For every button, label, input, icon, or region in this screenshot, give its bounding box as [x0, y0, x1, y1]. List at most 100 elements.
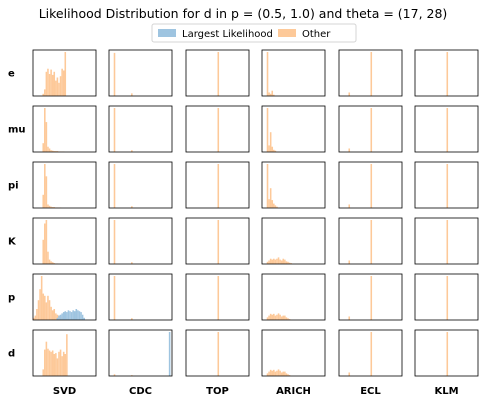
bar-other — [51, 207, 54, 208]
bar-other — [51, 74, 54, 96]
bar-other — [446, 220, 449, 264]
bar-largest-likelihood — [77, 310, 79, 320]
bar-other — [269, 258, 272, 264]
histogram-panel — [414, 273, 479, 321]
bar-other — [280, 372, 283, 376]
bar-other — [348, 316, 351, 320]
bar-other — [348, 260, 351, 264]
bar-other — [53, 151, 56, 152]
bar-other — [348, 92, 351, 96]
bar-other — [36, 309, 38, 320]
bar-other — [45, 220, 48, 264]
histogram-panel — [338, 161, 403, 209]
bar-other — [48, 74, 51, 96]
panel-frame — [338, 161, 403, 209]
bar-other — [446, 52, 449, 96]
bar-other — [279, 314, 281, 320]
bar-other — [370, 52, 373, 96]
panel-background — [109, 162, 172, 208]
panel-frame — [261, 105, 326, 153]
bar-other — [266, 108, 269, 152]
bar-other — [348, 204, 351, 208]
column-label: KLM — [434, 386, 458, 397]
row-labels: e mu pi Kp d — [8, 69, 26, 360]
bar-other — [370, 164, 373, 208]
bar-other — [51, 262, 54, 264]
bar-other — [45, 176, 48, 208]
histogram-panel — [414, 49, 479, 97]
panel-frame — [108, 329, 173, 377]
bar-other — [285, 373, 288, 376]
legend: Largest Likelihood Other — [151, 23, 357, 43]
panel-frame — [108, 105, 173, 153]
column-label: ARICH — [276, 386, 311, 397]
panel-background — [109, 330, 172, 376]
panel-frame — [108, 217, 173, 265]
bar-other — [279, 370, 281, 376]
bar-other — [271, 90, 274, 96]
bar-other — [50, 150, 52, 152]
histogram-panel — [32, 105, 97, 153]
bar-largest-likelihood — [61, 313, 63, 320]
bar-other — [273, 313, 275, 320]
column-labels: SVD CDC TOP ARICH ECL KLM — [53, 386, 459, 397]
histogram-panel — [108, 161, 173, 209]
bar-other — [50, 261, 52, 264]
bar-other — [45, 122, 48, 152]
bar-other — [290, 263, 292, 264]
bar-other — [271, 314, 274, 320]
histogram-panel — [185, 49, 250, 97]
histogram-panel — [185, 161, 250, 209]
panel-frame — [108, 49, 173, 97]
bar-other — [42, 143, 45, 152]
bar-other — [37, 300, 40, 320]
row-label: e — [8, 69, 15, 80]
bar-other — [274, 315, 277, 320]
bar-other — [269, 188, 272, 208]
bar-other — [348, 372, 351, 376]
histogram-panel — [108, 273, 173, 321]
panel-frame — [185, 49, 250, 97]
bar-other — [268, 92, 270, 96]
panel-frame — [32, 161, 97, 209]
bar-other — [64, 52, 67, 96]
bar-other — [282, 315, 285, 320]
bar-largest-likelihood — [83, 317, 85, 320]
bar-other — [370, 332, 373, 376]
bar-other — [51, 150, 54, 152]
histogram-panel — [338, 105, 403, 153]
bar-other — [45, 71, 48, 96]
panel-frame — [261, 217, 326, 265]
bar-other — [113, 164, 116, 208]
row-label: mu — [8, 125, 26, 136]
panel-frame — [338, 217, 403, 265]
column-label: TOP — [206, 386, 229, 397]
bar-other — [113, 276, 116, 320]
bar-other — [274, 150, 277, 152]
panel-frame — [338, 329, 403, 377]
panel-frame — [414, 329, 479, 377]
bar-other — [56, 314, 59, 320]
bar-other — [62, 70, 65, 96]
histogram-panel — [32, 329, 97, 377]
legend-label: Largest Likelihood — [182, 29, 273, 40]
bar-other — [56, 151, 59, 152]
panel-frame — [414, 105, 479, 153]
histogram-panel — [261, 273, 326, 321]
bar-other — [48, 148, 51, 152]
panel-frame — [261, 161, 326, 209]
chart-title: Likelihood Distribution for d in p = (0.… — [39, 6, 448, 21]
bar-other — [274, 205, 277, 208]
bar-other — [277, 369, 280, 376]
bar-largest-likelihood — [168, 332, 171, 376]
bar-other — [59, 349, 62, 376]
bar-other — [47, 68, 49, 96]
bar-other — [131, 375, 133, 376]
bar-other — [280, 260, 283, 264]
panel-frame — [32, 105, 97, 153]
bar-other — [370, 276, 373, 320]
panel-frame — [185, 105, 250, 153]
bar-other — [268, 371, 270, 376]
bar-other — [271, 259, 274, 264]
